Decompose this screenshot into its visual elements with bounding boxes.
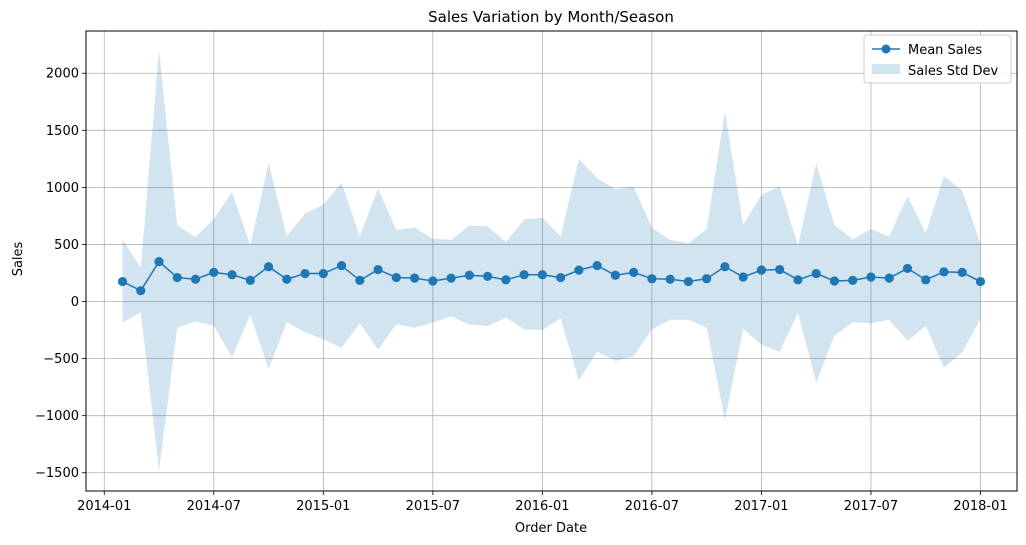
mean-sales-point (848, 275, 858, 285)
plot-frame (85, 30, 1018, 492)
mean-sales-point (738, 272, 748, 282)
y-axis-ticks: −1500 −1000 −500 0 500 1000 1500 2000 (35, 67, 86, 481)
x-tick-label: 2016-01 (515, 499, 569, 514)
x-axis-ticks: 2014-01 2014-07 2015-01 2015-07 2016-01 2016-… (77, 491, 1008, 514)
mean-sales-point (300, 268, 310, 279)
mean-sales-point (756, 265, 767, 275)
mean-sales-point (884, 273, 894, 283)
mean-sales-point (702, 274, 712, 284)
x-tick-label: 2015-07 (406, 499, 460, 514)
mean-sales-point (629, 267, 639, 278)
y-tick-label: 500 (54, 238, 79, 253)
mean-sales-point (647, 274, 657, 284)
mean-sales-point (263, 262, 274, 272)
mean-sales-point (190, 274, 201, 284)
legend-box (863, 34, 1012, 84)
mean-sales-point (336, 260, 347, 271)
mean-sales-point (117, 276, 128, 287)
mean-sales-point (975, 276, 986, 287)
mean-sales-point (227, 270, 237, 280)
y-axis-label: Sales (11, 241, 26, 276)
mean-sales-point (409, 273, 420, 283)
y-tick-label: 2000 (46, 67, 79, 82)
mean-sales-point (720, 262, 730, 272)
mean-sales-point (245, 275, 255, 285)
y-tick-label: 1500 (46, 124, 79, 139)
x-tick-label: 2014-01 (77, 499, 131, 514)
grid-lines (86, 31, 1017, 491)
mean-sales-point (811, 268, 821, 279)
std-dev-band (122, 50, 981, 471)
y-tick-label: 1000 (46, 181, 79, 196)
mean-sales-point (556, 272, 566, 283)
mean-sales-point (373, 264, 383, 275)
mean-sales-point (574, 265, 584, 275)
mean-sales-point (866, 272, 876, 282)
x-tick-label: 2018-01 (953, 499, 1007, 514)
mean-sales-point (665, 274, 675, 284)
mean-sales-point (318, 268, 328, 279)
mean-sales-point (355, 275, 365, 285)
mean-sales-point (921, 275, 931, 285)
legend-mean-sales-label: Mean Sales (908, 43, 982, 58)
mean-sales-point (154, 256, 164, 267)
mean-sales-point (282, 274, 292, 284)
x-tick-label: 2017-07 (844, 499, 898, 514)
mean-sales-point (902, 263, 913, 274)
x-axis-label: Order Date (515, 521, 587, 536)
y-tick-label: −500 (43, 352, 79, 367)
x-tick-label: 2014-07 (187, 499, 241, 514)
mean-sales-point (537, 270, 547, 280)
mean-sales-point (519, 270, 529, 280)
mean-sales-point (592, 260, 602, 271)
mean-sales-point (483, 271, 493, 282)
legend-std-dev-label: Sales Std Dev (908, 64, 998, 79)
mean-sales-point (446, 273, 456, 283)
mean-sales-point (172, 272, 182, 283)
legend-std-dev-swatch (872, 64, 900, 74)
y-tick-label: 0 (71, 295, 79, 310)
mean-sales-point (501, 275, 511, 285)
mean-sales-point (957, 267, 967, 278)
x-tick-label: 2015-01 (296, 499, 350, 514)
std-dev-area (122, 50, 981, 471)
x-tick-label: 2016-07 (625, 499, 679, 514)
legend-mean-sales-marker (881, 44, 891, 54)
chart-title: Sales Variation by Month/Season (428, 8, 674, 26)
mean-sales-points (117, 256, 986, 296)
mean-sales-point (209, 267, 219, 278)
mean-sales-point (136, 286, 146, 296)
mean-sales-point (939, 267, 949, 277)
mean-sales-point (391, 272, 401, 283)
mean-sales-point (683, 276, 694, 287)
mean-sales-point (829, 276, 840, 286)
legend: Mean Sales Sales Std Dev (863, 34, 1012, 84)
y-tick-label: −1500 (35, 466, 79, 481)
mean-sales-point (610, 270, 620, 280)
mean-sales-point (464, 270, 474, 280)
y-tick-label: −1000 (35, 409, 79, 424)
mean-sales-point (428, 276, 438, 286)
x-tick-label: 2017-01 (734, 499, 788, 514)
mean-sales-point (775, 264, 785, 275)
mean-sales-point (793, 275, 803, 285)
